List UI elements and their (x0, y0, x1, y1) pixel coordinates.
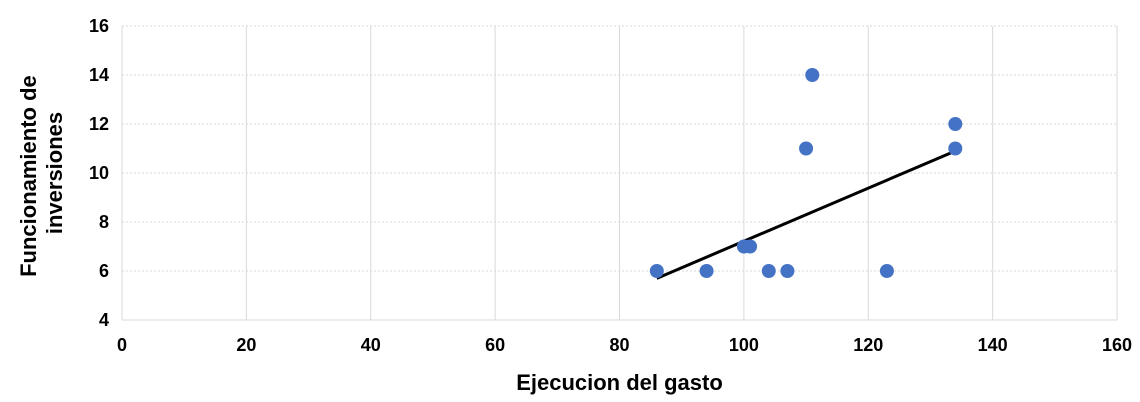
data-point (761, 264, 776, 278)
data-point (805, 68, 820, 82)
y-axis-title: Funcionamiento de inversiones (16, 69, 67, 277)
x-tick-label: 120 (853, 335, 883, 355)
y-tick-label: 4 (99, 310, 109, 330)
y-tick-label: 10 (89, 163, 109, 183)
x-tick-label: 140 (978, 335, 1008, 355)
y-axis-title-line-1: Funcionamiento de (16, 75, 41, 277)
x-axis-title: Ejecucion del gasto (516, 370, 723, 395)
y-axis-tick-labels: 4 6 8 10 12 14 16 (89, 16, 109, 330)
x-tick-label: 100 (729, 335, 759, 355)
trendline-layer (656, 149, 956, 280)
x-tick-label: 60 (485, 335, 505, 355)
data-point (743, 239, 758, 254)
data-point (879, 264, 894, 278)
data-points (649, 68, 963, 278)
data-point (780, 264, 795, 278)
data-point (799, 141, 814, 156)
data-point (948, 141, 963, 156)
x-tick-label: 40 (361, 335, 381, 355)
y-tick-label: 6 (99, 261, 109, 281)
trendline (656, 149, 956, 280)
y-tick-label: 16 (89, 16, 109, 36)
grid-lines (121, 25, 1118, 321)
x-tick-label: 160 (1102, 335, 1132, 355)
y-tick-label: 12 (89, 114, 109, 134)
data-point (699, 264, 714, 278)
y-axis-title-line-2: inversiones (42, 112, 67, 234)
x-tick-label: 20 (236, 335, 256, 355)
x-axis-tick-labels: 0 20 40 60 80 100 120 140 160 (117, 335, 1132, 355)
x-tick-label: 0 (117, 335, 127, 355)
data-point (948, 117, 963, 131)
data-point (649, 264, 664, 278)
y-tick-label: 14 (89, 65, 109, 85)
y-tick-label: 8 (99, 212, 109, 232)
x-tick-label: 80 (609, 335, 629, 355)
